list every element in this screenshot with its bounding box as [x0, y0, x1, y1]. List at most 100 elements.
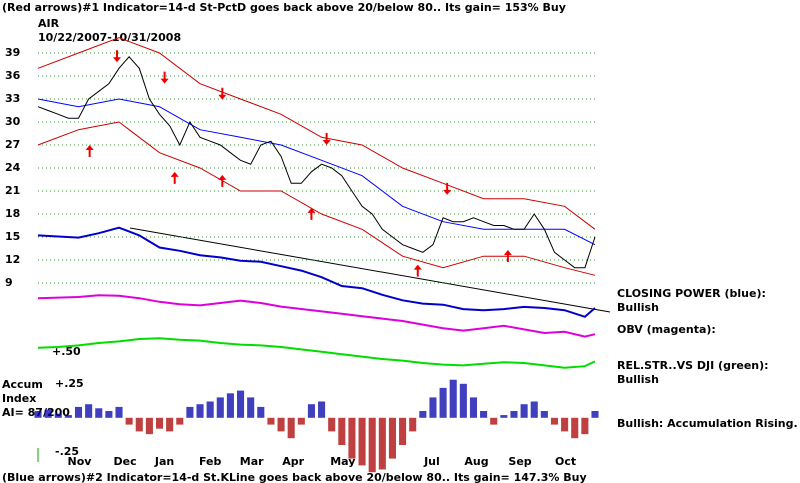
y-tick-label: 18: [5, 207, 20, 220]
accum-bar: [95, 408, 103, 418]
accum-bar: [490, 417, 498, 425]
x-tick-label: Mar: [240, 455, 264, 468]
indicator-line: [37, 294, 596, 338]
y-tick-label: 12: [5, 253, 20, 266]
accum-bar: [206, 401, 214, 418]
y-tick-label: 9: [5, 276, 13, 289]
sell-arrow: [322, 133, 331, 145]
accum-bar: [429, 397, 437, 418]
sell-arrow: [443, 182, 452, 195]
accum-bar: [85, 404, 93, 418]
accum-tick-label: -.25: [55, 445, 79, 458]
accum-bar: [287, 417, 295, 439]
sell-arrow: [160, 71, 169, 84]
accum-bar: [105, 411, 113, 418]
accum-bar: [216, 397, 224, 418]
accum-tick-label: +.25: [55, 377, 84, 390]
y-tick-label: 36: [5, 69, 21, 82]
accum-bar: [338, 417, 346, 445]
accum-label: Index: [2, 392, 36, 405]
x-tick-label: Jan: [154, 455, 174, 468]
band-line: [37, 37, 596, 230]
accum-bar: [145, 417, 153, 435]
date-range: 10/22/2007-10/31/2008: [38, 31, 181, 44]
buy-arrow: [307, 207, 316, 220]
accum-bar: [318, 401, 326, 418]
y-tick-label: 15: [5, 230, 20, 243]
accum-bar: [550, 417, 559, 425]
accum-bar: [64, 415, 72, 418]
accum-bar: [449, 379, 457, 418]
accum-bar: [561, 417, 569, 432]
accum-bar: [348, 417, 356, 459]
accum-bar: [125, 417, 133, 425]
symbol: AIR: [38, 17, 60, 30]
chart-title: (Red arrows)#1 Indicator=14-d St-PctD go…: [2, 1, 566, 14]
accum-bar: [54, 413, 62, 418]
accum-bar: [186, 406, 194, 418]
buy-arrow: [413, 264, 422, 277]
accum-bar: [459, 383, 467, 418]
accum-bar: [591, 411, 599, 418]
indicator-label: REL.STR..VS DJI (green):: [617, 359, 769, 372]
accum-status: Bullish: Accumulation Rising.: [617, 417, 798, 430]
indicator-label: OBV (magenta):: [617, 323, 716, 336]
accum-bar: [540, 411, 548, 418]
x-tick-label: Feb: [199, 455, 222, 468]
accum-bar: [469, 397, 478, 418]
accum-bar: [297, 417, 305, 425]
indicator-line: [37, 337, 596, 369]
accum-bar: [277, 417, 285, 432]
accum-bar: [155, 417, 164, 429]
indicator-label: CLOSING POWER (blue):: [617, 287, 766, 300]
footer: (Blue arrows)#2 Indicator=14-d St.KLine …: [2, 471, 587, 483]
accum-bar: [44, 409, 52, 418]
trend-line: [129, 227, 611, 313]
accum-bar: [196, 404, 204, 418]
buy-arrow: [85, 145, 94, 157]
accum-bar: [520, 404, 528, 418]
indicator-line: [37, 226, 596, 318]
y-tick-label: 39: [5, 46, 20, 59]
y-tick-label: 21: [5, 184, 20, 197]
accum-bar: [176, 417, 184, 425]
accum-bar: [500, 415, 508, 418]
accum-bar: [307, 404, 315, 418]
accum-bar: [409, 417, 417, 432]
accum-bar: [439, 387, 447, 418]
accum-bar: [226, 393, 234, 418]
buy-arrow: [218, 174, 227, 187]
accum-bar: [571, 417, 579, 439]
accum-bar: [135, 417, 143, 432]
band-line: [37, 98, 596, 246]
accum-bar: [530, 401, 538, 418]
accum-bar: [34, 411, 42, 418]
accum-bar: [358, 417, 366, 466]
x-tick-label: Oct: [555, 455, 576, 468]
accum-bar: [328, 417, 336, 432]
accum-bar: [510, 411, 518, 418]
sell-arrow: [218, 87, 227, 100]
accum-bar: [378, 417, 386, 470]
x-tick-label: Aug: [464, 455, 488, 468]
accum-bar: [419, 411, 427, 418]
sell-arrow: [112, 50, 121, 63]
accum-bar: [257, 406, 265, 418]
accum-bar: [480, 411, 488, 418]
accum-bar: [166, 417, 174, 432]
x-tick-label: Sep: [508, 455, 531, 468]
y-tick-label: 24: [5, 161, 21, 174]
accum-bar: [247, 397, 255, 418]
accum-bar: [74, 406, 83, 418]
x-tick-label: Nov: [68, 455, 93, 468]
buy-arrow: [170, 171, 179, 184]
accum-bar: [115, 406, 123, 418]
indicator-status: Bullish: [617, 301, 659, 314]
y-tick-label: 30: [5, 115, 21, 128]
accum-bar: [388, 417, 396, 459]
indicator-status: Bullish: [617, 373, 659, 386]
level-label: +.50: [52, 345, 81, 358]
x-tick-label: Jul: [423, 455, 440, 468]
